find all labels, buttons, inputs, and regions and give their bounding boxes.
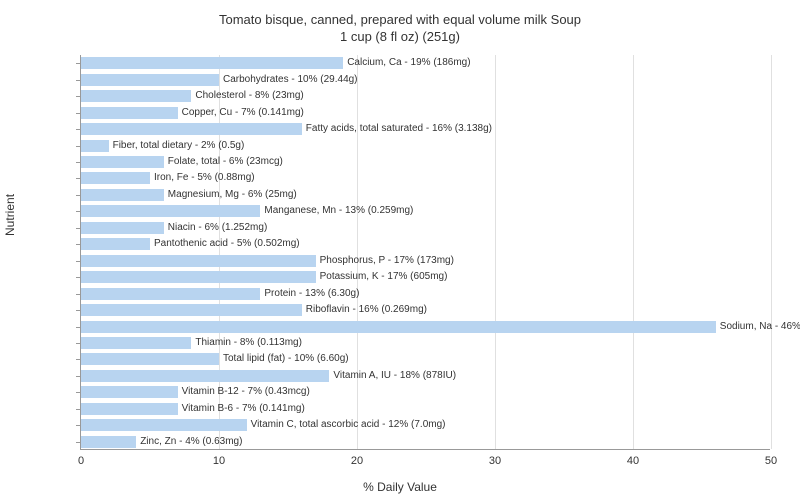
bar-row: Thiamin - 8% (0.113mg) — [81, 336, 771, 350]
bar — [81, 57, 343, 69]
bar-row: Folate, total - 6% (23mcg) — [81, 155, 771, 169]
bar-row: Vitamin A, IU - 18% (878IU) — [81, 369, 771, 383]
bar-row: Zinc, Zn - 4% (0.63mg) — [81, 435, 771, 449]
bar — [81, 255, 316, 267]
bar-row: Carbohydrates - 10% (29.44g) — [81, 73, 771, 87]
bar-row: Riboflavin - 16% (0.269mg) — [81, 303, 771, 317]
bar-label: Magnesium, Mg - 6% (25mg) — [164, 188, 297, 202]
bar-row: Protein - 13% (6.30g) — [81, 287, 771, 301]
bar — [81, 370, 329, 382]
bar-label: Manganese, Mn - 13% (0.259mg) — [260, 204, 413, 218]
x-tick-label: 50 — [765, 455, 777, 467]
x-tick-label: 20 — [351, 455, 363, 467]
bar — [81, 353, 219, 365]
bar-row: Vitamin B-12 - 7% (0.43mcg) — [81, 385, 771, 399]
bar — [81, 107, 178, 119]
bar — [81, 222, 164, 234]
bar-row: Manganese, Mn - 13% (0.259mg) — [81, 204, 771, 218]
bar-label: Thiamin - 8% (0.113mg) — [191, 336, 302, 350]
bar-row: Niacin - 6% (1.252mg) — [81, 221, 771, 235]
bar — [81, 172, 150, 184]
bar-label: Sodium, Na - 46% (1109mg) — [716, 320, 800, 334]
bar — [81, 403, 178, 415]
bar-row: Magnesium, Mg - 6% (25mg) — [81, 188, 771, 202]
bar — [81, 386, 178, 398]
bar — [81, 238, 150, 250]
bar — [81, 304, 302, 316]
bar-label: Pantothenic acid - 5% (0.502mg) — [150, 237, 300, 251]
bar-label: Vitamin B-12 - 7% (0.43mcg) — [178, 385, 310, 399]
bar-row: Vitamin B-6 - 7% (0.141mg) — [81, 402, 771, 416]
bar-label: Vitamin B-6 - 7% (0.141mg) — [178, 402, 305, 416]
bar — [81, 271, 316, 283]
bar-label: Total lipid (fat) - 10% (6.60g) — [219, 352, 349, 366]
chart-container: Tomato bisque, canned, prepared with equ… — [0, 0, 800, 500]
x-tick-label: 30 — [489, 455, 501, 467]
bar-label: Carbohydrates - 10% (29.44g) — [219, 73, 358, 87]
bar-label: Protein - 13% (6.30g) — [260, 287, 359, 301]
bar-label: Niacin - 6% (1.252mg) — [164, 221, 267, 235]
bar — [81, 436, 136, 448]
bar-row: Sodium, Na - 46% (1109mg) — [81, 320, 771, 334]
bar-label: Vitamin C, total ascorbic acid - 12% (7.… — [247, 418, 446, 432]
bar-label: Vitamin A, IU - 18% (878IU) — [329, 369, 456, 383]
bar — [81, 419, 247, 431]
chart-title: Tomato bisque, canned, prepared with equ… — [0, 0, 800, 46]
bar-row: Fiber, total dietary - 2% (0.5g) — [81, 139, 771, 153]
bar — [81, 90, 191, 102]
bar-row: Copper, Cu - 7% (0.141mg) — [81, 106, 771, 120]
bar-row: Pantothenic acid - 5% (0.502mg) — [81, 237, 771, 251]
bar-row: Fatty acids, total saturated - 16% (3.13… — [81, 122, 771, 136]
x-tick-label: 40 — [627, 455, 639, 467]
bar-label: Fatty acids, total saturated - 16% (3.13… — [302, 122, 492, 136]
bar-label: Potassium, K - 17% (605mg) — [316, 270, 448, 284]
bar-label: Calcium, Ca - 19% (186mg) — [343, 56, 470, 70]
bar-label: Phosphorus, P - 17% (173mg) — [316, 254, 454, 268]
bar — [81, 321, 716, 333]
bar — [81, 205, 260, 217]
bar-label: Folate, total - 6% (23mcg) — [164, 155, 283, 169]
bar-row: Total lipid (fat) - 10% (6.60g) — [81, 352, 771, 366]
bar-row: Cholesterol - 8% (23mg) — [81, 89, 771, 103]
title-line-2: 1 cup (8 fl oz) (251g) — [0, 29, 800, 46]
bar-label: Copper, Cu - 7% (0.141mg) — [178, 106, 304, 120]
bar-row: Calcium, Ca - 19% (186mg) — [81, 56, 771, 70]
bar — [81, 189, 164, 201]
bar-row: Vitamin C, total ascorbic acid - 12% (7.… — [81, 418, 771, 432]
bar-label: Riboflavin - 16% (0.269mg) — [302, 303, 427, 317]
gridline — [771, 55, 772, 449]
bar-label: Fiber, total dietary - 2% (0.5g) — [109, 139, 245, 153]
x-axis-label: % Daily Value — [363, 480, 437, 494]
x-tick-label: 10 — [213, 455, 225, 467]
bar — [81, 156, 164, 168]
bar-label: Iron, Fe - 5% (0.88mg) — [150, 171, 255, 185]
bar-row: Phosphorus, P - 17% (173mg) — [81, 254, 771, 268]
title-line-1: Tomato bisque, canned, prepared with equ… — [0, 12, 800, 29]
bar-label: Zinc, Zn - 4% (0.63mg) — [136, 435, 242, 449]
y-axis-label: Nutrient — [3, 194, 17, 236]
bar — [81, 74, 219, 86]
bar — [81, 337, 191, 349]
bar — [81, 123, 302, 135]
bar-row: Iron, Fe - 5% (0.88mg) — [81, 171, 771, 185]
bar-label: Cholesterol - 8% (23mg) — [191, 89, 303, 103]
bar-row: Potassium, K - 17% (605mg) — [81, 270, 771, 284]
plot-area: 01020304050Calcium, Ca - 19% (186mg)Carb… — [80, 55, 770, 450]
bar — [81, 288, 260, 300]
bar — [81, 140, 109, 152]
x-tick-label: 0 — [78, 455, 84, 467]
